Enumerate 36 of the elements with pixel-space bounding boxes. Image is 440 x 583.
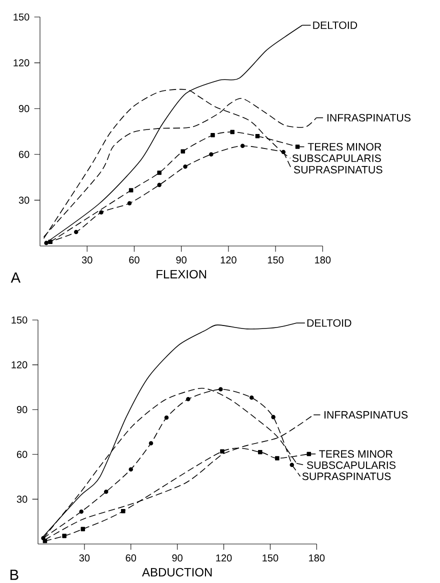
x-tick-label: 150 <box>262 554 278 562</box>
legend-label: DELTOID <box>313 21 358 30</box>
y-tick-label: 150 <box>14 13 30 21</box>
legend-label: INFRASPINATUS <box>327 114 411 122</box>
legend-label: INFRASPINATUS <box>324 411 408 419</box>
legend-label: SUBSCAPULARIS <box>292 154 381 162</box>
x-tick-label: 180 <box>309 554 325 562</box>
legend-label: SUBSCAPULARIS <box>306 461 396 469</box>
y-tick-label: 120 <box>14 59 30 66</box>
y-tick-label: 150 <box>12 316 28 324</box>
legend-label: DELTOID <box>307 319 352 327</box>
y-tick-label: 60 <box>16 450 28 458</box>
x-tick-label: 60 <box>126 554 136 562</box>
x-tick-label: 120 <box>220 256 236 264</box>
legend-label: TERES MINOR <box>319 450 392 458</box>
legend-label: SUPRASPINATUS <box>302 472 391 480</box>
x-tick-label: 180 <box>315 256 331 264</box>
x-tick-label: 30 <box>79 554 90 562</box>
y-tick-label: 60 <box>18 150 30 158</box>
y-tick-label: 30 <box>18 196 30 204</box>
text: B <box>10 570 18 580</box>
x-axis-title: FLEXION <box>156 270 206 278</box>
x-tick-label: 60 <box>129 256 140 264</box>
x-tick-label: 30 <box>82 256 92 264</box>
x-tick-label: 150 <box>268 256 284 264</box>
legend-label: TERES MINOR <box>308 142 382 151</box>
x-tick-label: 90 <box>172 554 182 562</box>
y-tick-label: 90 <box>16 406 28 414</box>
legend-label: SUPRASPINATUS <box>294 166 382 174</box>
text: A <box>10 272 21 283</box>
x-tick-label: 90 <box>176 256 186 264</box>
y-tick-label: 90 <box>18 105 30 112</box>
x-tick-label: 120 <box>216 554 232 562</box>
x-axis-title: ABDUCTION <box>142 568 212 576</box>
y-tick-label: 120 <box>12 361 28 368</box>
y-tick-label: 30 <box>16 496 28 503</box>
